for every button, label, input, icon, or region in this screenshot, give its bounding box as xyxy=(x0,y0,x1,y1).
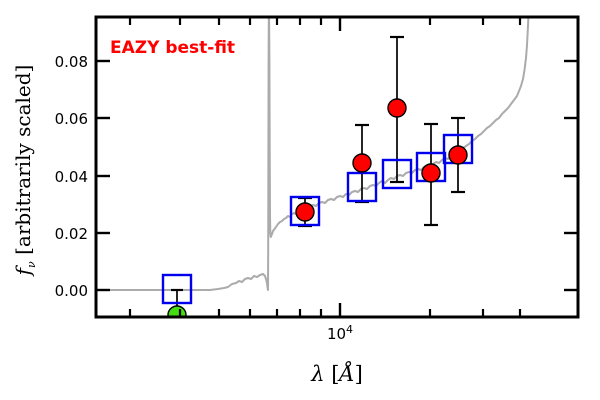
y-tick-label-0.06: 0.06 xyxy=(55,110,88,128)
observed-photometry-point-1 xyxy=(167,305,187,317)
x-axis-title: λ [Å] xyxy=(310,361,363,386)
y-axis-ticks xyxy=(96,59,578,292)
y-axis-title: fν [arbitrarily scaled] xyxy=(11,65,38,278)
model-photometry-square-3 xyxy=(346,171,378,203)
y-tick-label-0.00: 0.00 xyxy=(55,282,88,300)
plot-area-background xyxy=(96,17,578,317)
observed-photometry-point-4 xyxy=(387,98,407,118)
y-axis-tick-labels: 0.08 0.06 0.04 0.02 0.00 xyxy=(55,53,88,300)
y-tick-label-0.02: 0.02 xyxy=(55,225,88,243)
model-template-curve xyxy=(96,17,530,291)
model-photometry-square-4 xyxy=(381,158,413,190)
y-tick-label-0.04: 0.04 xyxy=(55,168,88,186)
eazy-best-fit-annotation: EAZY best-fit xyxy=(110,38,235,58)
observed-photometry-markers xyxy=(167,98,468,317)
model-template-curve-group xyxy=(96,17,530,291)
x-tick-label-1e4: 104 xyxy=(327,323,353,343)
model-photometry-square-2 xyxy=(289,195,321,227)
model-photometry-square-1 xyxy=(161,273,193,305)
y-tick-label-0.08: 0.08 xyxy=(55,53,88,71)
observed-photometry-point-5 xyxy=(421,163,441,183)
x-axis-ticks xyxy=(128,17,522,317)
axes-frame xyxy=(94,15,580,319)
observed-photometry-point-3 xyxy=(352,153,372,173)
observed-photometry-point-2 xyxy=(295,202,315,222)
observed-photometry-point-6 xyxy=(448,145,468,165)
